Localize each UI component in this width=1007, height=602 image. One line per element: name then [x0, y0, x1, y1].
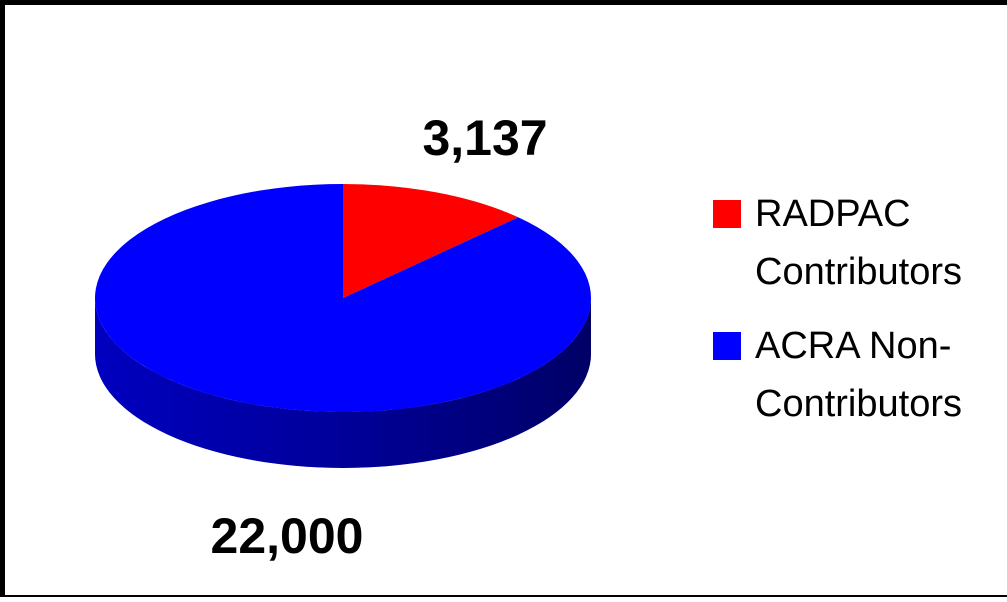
- legend-swatch: [713, 200, 741, 228]
- slice: [94, 184, 591, 412]
- slice: [343, 184, 519, 298]
- legend-swatch: [713, 332, 741, 360]
- legend-item: RADPAC Contributors: [713, 185, 1003, 301]
- value-label: 3,137: [422, 110, 547, 166]
- slice-side-shade: [95, 298, 591, 468]
- value-label: 22,000: [211, 508, 364, 564]
- pie: [94, 184, 591, 468]
- chart: 3,137 22,000: [94, 110, 591, 564]
- legend-label: RADPAC Contributors: [755, 193, 962, 293]
- legend-item: ACRA Non-Contributors: [713, 317, 1003, 433]
- legend-label: ACRA Non-Contributors: [755, 325, 962, 425]
